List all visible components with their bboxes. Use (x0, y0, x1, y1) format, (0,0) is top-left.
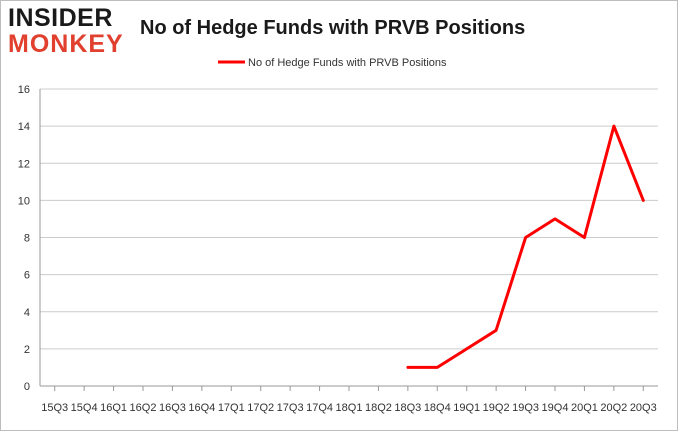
x-tick-label: 17Q4 (306, 402, 333, 414)
gridlines (40, 88, 658, 350)
x-tick-label: 16Q4 (188, 402, 215, 414)
x-tick-label: 18Q3 (394, 402, 421, 414)
x-tick-label: 17Q1 (218, 402, 245, 414)
x-tick-labels: 15Q3 15Q4 16Q1 16Q2 16Q3 16Q4 17Q1 17Q2 17Q3 17Q4… (41, 402, 656, 414)
x-tick-label: 16Q3 (159, 402, 186, 414)
legend: No of Hedge Funds with PRVB Positions (218, 57, 447, 69)
x-tick-label: 16Q1 (100, 402, 127, 414)
x-tick-label: 20Q3 (630, 402, 657, 414)
y-tick-labels: 0 2 4 6 8 10 12 14 16 (18, 84, 30, 393)
series-line (406, 124, 645, 369)
x-tick-label: 19Q1 (453, 402, 480, 414)
y-tick-label: 0 (24, 381, 30, 393)
y-tick-label: 16 (18, 84, 30, 96)
x-tick-label: 18Q1 (336, 402, 363, 414)
logo-line-1: INSIDER (8, 4, 113, 32)
y-tick-label: 8 (24, 233, 30, 245)
x-tick-label: 15Q4 (71, 402, 98, 414)
x-tick-label: 17Q2 (247, 402, 274, 414)
x-tick-label: 20Q2 (600, 402, 627, 414)
logo-line-2: MONKEY (8, 30, 124, 58)
y-tick-label: 10 (18, 195, 30, 207)
x-tick-label: 18Q4 (424, 402, 451, 414)
x-tick-label: 19Q2 (483, 402, 510, 414)
x-tick-label: 20Q1 (571, 402, 598, 414)
y-tick-label: 6 (24, 270, 30, 282)
x-tick-label: 16Q2 (130, 402, 157, 414)
insider-monkey-logo: INSIDER MONKEY (8, 4, 126, 58)
x-tick-label: 19Q3 (512, 402, 539, 414)
x-tick-label: 19Q4 (542, 402, 569, 414)
y-tick-label: 14 (18, 121, 30, 133)
x-tick-label: 18Q2 (365, 402, 392, 414)
x-tick-label: 17Q3 (277, 402, 304, 414)
legend-label: No of Hedge Funds with PRVB Positions (248, 57, 447, 69)
x-tick-label: 15Q3 (41, 402, 68, 414)
y-tick-label: 4 (24, 307, 30, 319)
chart-title: No of Hedge Funds with PRVB Positions (140, 17, 526, 39)
y-tick-label: 12 (18, 158, 30, 170)
series-group (406, 124, 645, 369)
axes (39, 89, 658, 391)
y-tick-label: 2 (24, 344, 30, 356)
